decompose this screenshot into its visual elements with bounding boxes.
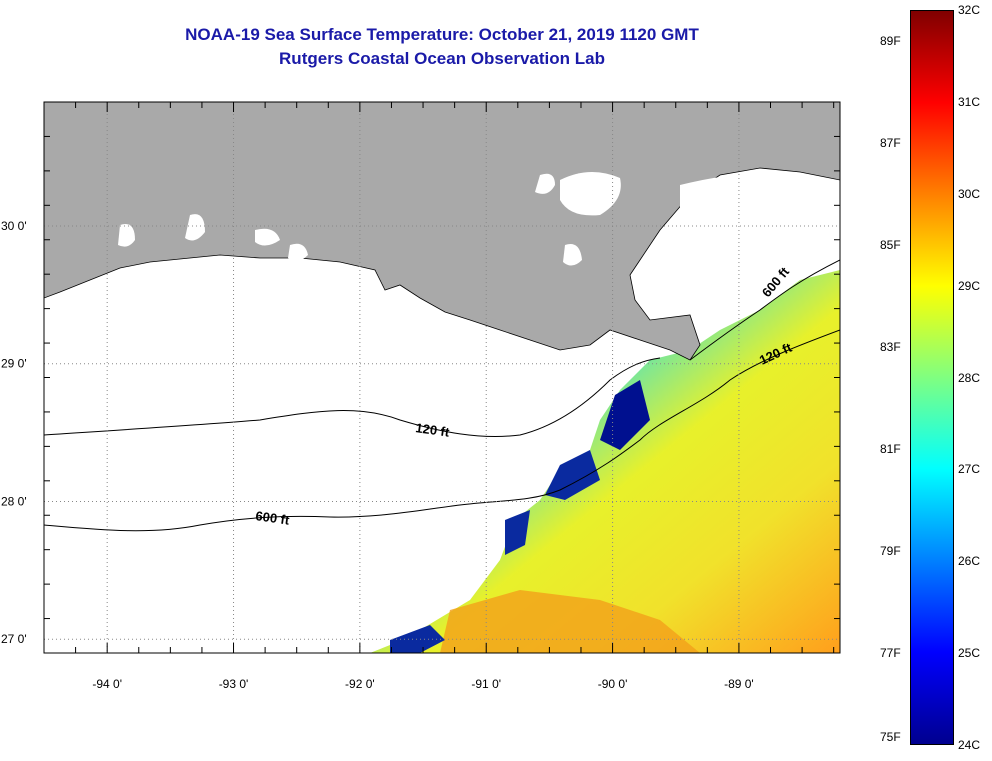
colorbar-fahrenheit-label: 89F bbox=[880, 33, 901, 48]
lon-tick-label: -89 0' bbox=[724, 677, 754, 691]
colorbar-fahrenheit-label: 85F bbox=[880, 237, 901, 252]
colorbar-celsius-label: 28C bbox=[958, 370, 981, 385]
colorbar-celsius-label: 32C bbox=[958, 3, 981, 17]
lake bbox=[535, 173, 555, 194]
lake bbox=[560, 171, 621, 216]
colorbar-celsius-label: 26C bbox=[958, 554, 981, 569]
lat-tick-label: 27 0' bbox=[1, 632, 27, 646]
warm-patch bbox=[440, 590, 700, 653]
contour-label: 120 ft bbox=[415, 420, 451, 440]
lon-tick-label: -94 0' bbox=[92, 677, 122, 691]
lon-tick-label: -92 0' bbox=[345, 677, 375, 691]
lake bbox=[563, 244, 582, 266]
lake bbox=[288, 243, 308, 261]
cool-edge bbox=[390, 625, 445, 653]
lake bbox=[255, 228, 280, 246]
colorbar-fahrenheit-label: 79F bbox=[880, 544, 901, 559]
axes: -94 0' -93 0' -92 0' -91 0' -90 0' -89 0' 30 0… bbox=[1, 101, 840, 691]
lat-tick-label: 30 0' bbox=[1, 219, 27, 233]
lake bbox=[185, 214, 205, 241]
colorbar-fahrenheit-label: 87F bbox=[880, 135, 901, 150]
map-title: NOAA-19 Sea Surface Temperature: October… bbox=[185, 25, 699, 44]
cool-edge bbox=[505, 510, 530, 555]
lon-tick-label: -90 0' bbox=[598, 677, 628, 691]
colorbar-fahrenheit-label: 83F bbox=[880, 339, 901, 354]
lat-tick-label: 28 0' bbox=[1, 494, 27, 508]
colorbar-fahrenheit-label: 77F bbox=[880, 646, 901, 661]
colorbar bbox=[910, 10, 954, 745]
graticule bbox=[44, 102, 840, 653]
colorbar-fahrenheit-label: 75F bbox=[880, 730, 901, 744]
map-subtitle: Rutgers Coastal Ocean Observation Lab bbox=[279, 49, 605, 68]
lat-tick-label: 29 0' bbox=[1, 357, 27, 371]
lake bbox=[680, 173, 810, 250]
colorbar-celsius-label: 31C bbox=[958, 94, 981, 109]
sst-data-swath bbox=[370, 270, 840, 653]
colorbar-celsius-label: 27C bbox=[958, 462, 981, 477]
lon-tick-label: -93 0' bbox=[219, 677, 249, 691]
colorbar-celsius-label: 29C bbox=[958, 278, 981, 293]
lon-tick-label: -91 0' bbox=[471, 677, 501, 691]
contour-600ft bbox=[44, 329, 840, 532]
contour-label: 600 ft bbox=[255, 508, 291, 528]
colorbar-celsius-label: 25C bbox=[958, 646, 981, 661]
colorbar-fahrenheit-label: 81F bbox=[880, 441, 901, 456]
lake bbox=[118, 224, 135, 247]
colorbar-celsius-label: 30C bbox=[958, 186, 981, 201]
cool-edge bbox=[600, 380, 650, 450]
contour-120ft bbox=[44, 357, 661, 437]
cool-edge bbox=[545, 450, 600, 500]
colorbar-celsius-label: 24C bbox=[958, 738, 981, 752]
contour-120ft bbox=[689, 259, 840, 361]
